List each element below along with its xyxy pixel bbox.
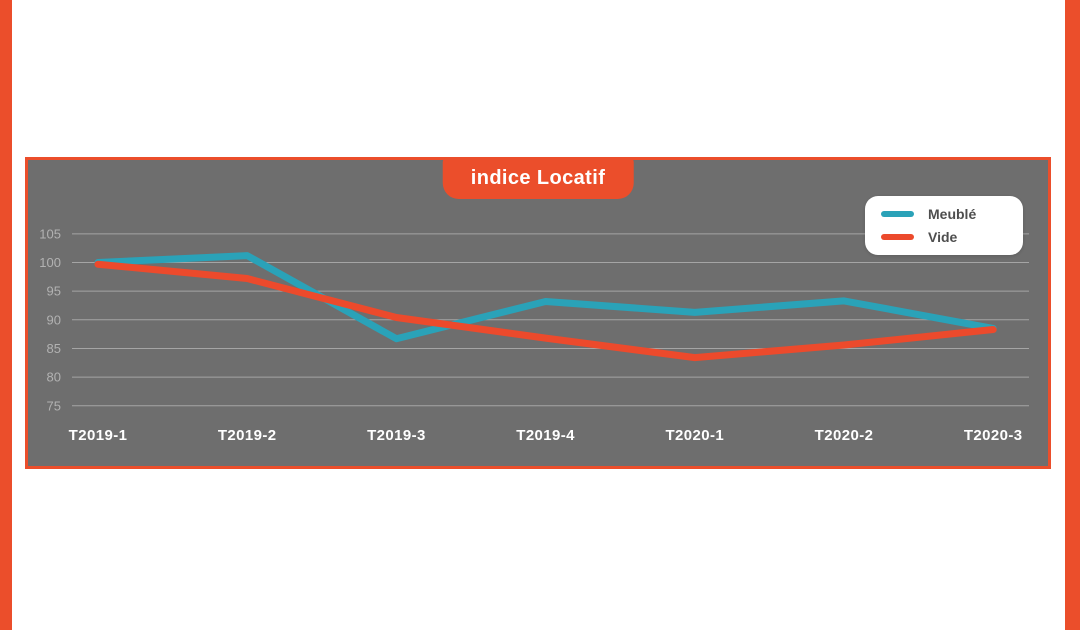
y-axis-label-85: 85	[47, 341, 61, 356]
legend-item-meubl[interactable]: Meublé	[881, 207, 1023, 221]
legend-swatch-icon	[881, 211, 914, 217]
y-axis-label-100: 100	[39, 255, 61, 270]
series-line-meubl	[94, 252, 997, 343]
left-accent-bar	[0, 0, 12, 630]
y-axis-label-75: 75	[47, 398, 61, 413]
x-axis-label-T2020-3: T2020-3	[964, 427, 1023, 444]
chart-title-badge: indice Locatif	[442, 157, 634, 199]
x-axis-label-T2019-4: T2019-4	[516, 427, 575, 444]
chart-title: indice Locatif	[470, 166, 606, 189]
right-accent-bar	[1065, 0, 1080, 630]
series-line-vide	[94, 260, 997, 362]
chart-card: 75 80 85 90 95 100 105 T2019-1 T2019-2 T2019-3 T20…	[25, 157, 1051, 469]
legend-item-vide[interactable]: Vide	[881, 230, 1023, 244]
line-chart-plot: 75 80 85 90 95 100 105 T2019-1 T2019-2 T2019-3 T20…	[39, 226, 1029, 444]
legend-label: Vide	[928, 229, 958, 245]
y-axis-label-105: 105	[39, 226, 61, 241]
x-axis-label-T2020-1: T2020-1	[665, 427, 724, 444]
x-axis-label-T2020-2: T2020-2	[815, 427, 874, 444]
x-axis-label-T2019-1: T2019-1	[69, 427, 128, 444]
y-axis-label-90: 90	[47, 312, 61, 327]
x-axis-label-T2019-3: T2019-3	[367, 427, 426, 444]
legend-label: Meublé	[928, 206, 977, 222]
chart-legend: Meublé Vide	[865, 196, 1023, 255]
x-axis-label-T2019-2: T2019-2	[218, 427, 277, 444]
y-axis-label-80: 80	[47, 370, 61, 385]
y-axis-label-95: 95	[47, 284, 61, 299]
legend-swatch-icon	[881, 234, 914, 240]
